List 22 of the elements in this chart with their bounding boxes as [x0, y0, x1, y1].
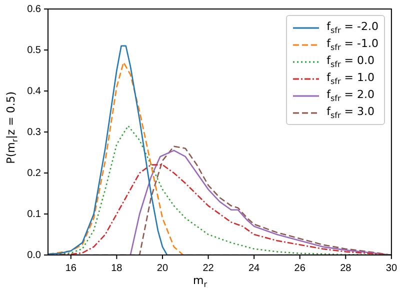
x-tick-label: 24: [248, 262, 260, 274]
legend-label: f$_{sfr}$ = 1.0: [326, 70, 374, 86]
x-tick-label: 18: [111, 262, 123, 274]
x-tick-label: 16: [65, 262, 77, 274]
legend-label: f$_{sfr}$ = 3.0: [326, 104, 374, 120]
x-tick-label: 30: [386, 262, 398, 274]
x-tick-label: 28: [340, 262, 352, 274]
y-tick-label: 0.5: [27, 44, 42, 56]
legend-label: f$_{sfr}$ = 0.0: [326, 54, 374, 70]
legend-label: f$_{sfr}$ = -1.0: [326, 36, 378, 52]
x-tick-label: 20: [156, 262, 168, 274]
y-tick-label: 0.0: [27, 250, 42, 261]
x-tick-label: 22: [202, 262, 214, 274]
legend-label: f$_{sfr}$ = 2.0: [326, 88, 374, 104]
legend-label: f$_{sfr}$ = -2.0: [326, 20, 378, 36]
y-tick-label: 0.6: [27, 4, 42, 15]
y-tick-label: 0.4: [27, 86, 42, 97]
y-tick-label: 0.2: [27, 168, 42, 179]
x-axis-title: m$_{r}$: [192, 274, 208, 290]
y-tick-label: 0.3: [27, 126, 42, 138]
x-tick-label: 26: [294, 262, 306, 274]
y-tick-label: 0.1: [27, 208, 42, 220]
